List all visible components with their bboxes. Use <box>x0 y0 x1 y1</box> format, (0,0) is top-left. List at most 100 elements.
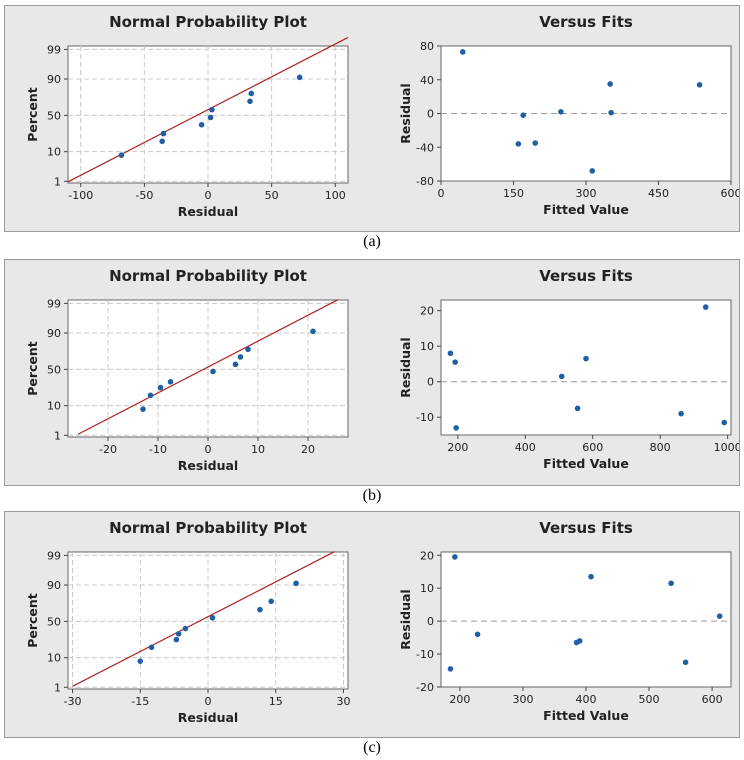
panel-c-svg: Normal Probability Plot -30 -15 0 15 30 1 10 50 9… <box>25 519 732 725</box>
chart-title: Normal Probability Plot <box>109 13 307 31</box>
caption-b: (b) <box>362 487 382 504</box>
x-tick-label-0: 200 <box>449 693 470 706</box>
y-tick-label-1: -40 <box>416 141 434 154</box>
data-point-4 <box>574 405 581 412</box>
y-tick-label-2: 0 <box>427 108 434 121</box>
data-point-5 <box>588 573 594 580</box>
data-point-0 <box>447 666 454 672</box>
x-tick-label-2: 300 <box>576 187 597 200</box>
y-tick-label-0: 1 <box>54 429 61 442</box>
data-point-7 <box>248 90 255 97</box>
data-point-3 <box>198 121 205 128</box>
data-point-8 <box>716 613 723 620</box>
y-tick-label-1: 10 <box>47 652 61 665</box>
y-tick-label-2: 10 <box>420 340 434 353</box>
y-tick-label-3: 90 <box>47 579 61 592</box>
data-point-1 <box>452 359 458 365</box>
data-point-5 <box>583 355 589 362</box>
data-point-8 <box>696 82 703 88</box>
y-tick-label-0: -20 <box>416 681 434 694</box>
data-point-0 <box>118 152 125 158</box>
data-point-2 <box>173 636 180 643</box>
x-axis-label: Fitted Value <box>543 708 629 723</box>
y-tick-label-2: 0 <box>427 615 434 628</box>
fit-line <box>77 299 339 435</box>
x-tick-label-0: -100 <box>68 189 93 202</box>
x-axis-label: Residual <box>178 458 238 473</box>
chart-title: Versus Fits <box>539 267 633 285</box>
data-point-6 <box>257 606 263 613</box>
y-tick-label-0: -80 <box>416 175 434 188</box>
plot-area <box>440 299 732 436</box>
y-tick-label-4: 99 <box>47 549 61 562</box>
y-tick-label-2: 50 <box>47 363 61 376</box>
plot-area <box>440 551 732 688</box>
x-tick-label-4: 600 <box>721 187 740 200</box>
y-tick-label-1: 0 <box>427 376 434 389</box>
y-tick-label-1: 10 <box>47 400 61 413</box>
y-tick-label-0: 1 <box>54 175 61 188</box>
x-tick-label-1: -15 <box>131 695 149 708</box>
data-point-6 <box>678 410 684 417</box>
y-axis-label: Residual <box>398 589 413 649</box>
chart-5: Versus Fits 200 300 400 500 600 -20 -10 0 10 20 Fit… <box>398 519 732 723</box>
chart-title: Versus Fits <box>539 519 633 537</box>
data-point-4 <box>576 638 583 644</box>
data-point-2 <box>520 112 526 118</box>
chart-title: Normal Probability Plot <box>109 267 307 285</box>
x-tick-label-4: 600 <box>702 693 723 706</box>
data-point-4 <box>210 368 216 375</box>
data-point-6 <box>247 98 253 105</box>
data-point-3 <box>558 373 565 380</box>
data-point-7 <box>682 659 689 666</box>
fit-line <box>72 551 335 687</box>
x-tick-label-2: 0 <box>205 443 212 456</box>
data-point-2 <box>474 631 481 638</box>
data-point-5 <box>209 106 215 113</box>
y-tick-label-2: 50 <box>47 615 61 628</box>
x-tick-label-4: 1000 <box>714 441 739 454</box>
data-point-1 <box>147 392 154 399</box>
chart-0: Normal Probability Plot -100 -50 0 50 100 1 10 5… <box>25 13 349 219</box>
data-point-7 <box>608 109 614 116</box>
y-axis-label: Percent <box>25 341 40 396</box>
chart-title: Normal Probability Plot <box>109 519 307 537</box>
panel-b-svg: Normal Probability Plot -20 -10 0 10 20 1 10 50 9… <box>25 267 739 473</box>
panel-b: Normal Probability Plot -20 -10 0 10 20 1 10 50 9… <box>4 259 740 486</box>
y-tick-label-3: 10 <box>420 582 434 595</box>
x-tick-label-2: 600 <box>582 441 603 454</box>
y-tick-label-4: 99 <box>47 43 61 56</box>
x-tick-label-4: 100 <box>325 189 346 202</box>
data-point-8 <box>296 74 303 81</box>
x-tick-label-0: 0 <box>438 187 445 200</box>
data-point-3 <box>167 379 174 385</box>
data-point-3 <box>532 140 539 146</box>
data-point-8 <box>293 580 299 587</box>
x-tick-label-3: 50 <box>265 189 279 202</box>
x-tick-label-1: 150 <box>503 187 524 200</box>
y-tick-label-0: 1 <box>54 681 61 694</box>
x-axis-label: Residual <box>178 710 238 725</box>
data-point-0 <box>140 406 146 412</box>
x-tick-label-2: 0 <box>205 189 212 202</box>
y-axis-label: Residual <box>398 83 413 143</box>
data-point-2 <box>453 425 459 431</box>
x-tick-label-3: 500 <box>639 693 660 706</box>
y-tick-label-3: 90 <box>47 73 61 86</box>
data-point-1 <box>452 554 458 560</box>
data-point-2 <box>160 130 167 137</box>
caption-a: (a) <box>363 233 381 250</box>
y-tick-label-1: -10 <box>416 648 434 661</box>
x-axis-label: Residual <box>178 204 238 219</box>
data-point-1 <box>515 141 522 147</box>
x-axis-label: Fitted Value <box>543 456 629 471</box>
panel-a: Normal Probability Plot -100 -50 0 50 100 1 10 5… <box>4 5 740 232</box>
x-tick-label-4: 20 <box>301 443 315 456</box>
x-tick-label-1: 300 <box>512 693 533 706</box>
data-point-4 <box>182 625 189 632</box>
x-tick-label-1: -10 <box>149 443 167 456</box>
x-tick-label-3: 450 <box>648 187 669 200</box>
panel-a-svg: Normal Probability Plot -100 -50 0 50 100 1 10 5… <box>25 13 740 219</box>
y-tick-label-4: 20 <box>420 549 434 562</box>
data-point-8 <box>310 328 316 335</box>
